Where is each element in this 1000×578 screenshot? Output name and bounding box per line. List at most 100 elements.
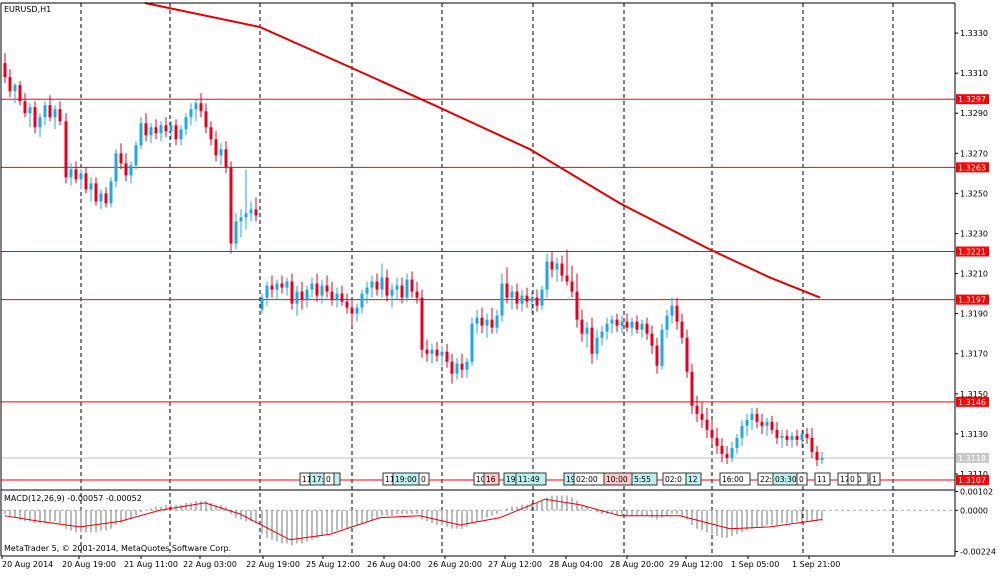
candle-135 bbox=[680, 313, 684, 344]
candle-97 bbox=[490, 307, 494, 334]
candle-body-127 bbox=[640, 323, 644, 330]
candle-body-26 bbox=[134, 145, 138, 166]
candle-body-46 bbox=[234, 221, 238, 244]
candle-body-56 bbox=[285, 281, 289, 288]
candle-body-88 bbox=[445, 351, 449, 362]
candle-154 bbox=[775, 421, 779, 444]
candle-158 bbox=[795, 429, 799, 446]
event-tag-2: 0 bbox=[323, 472, 335, 486]
event-text-0: 11 bbox=[302, 475, 312, 484]
candle-body-20 bbox=[104, 193, 108, 204]
event-box-20 bbox=[814, 472, 831, 486]
candle-5 bbox=[28, 103, 32, 128]
candle-27 bbox=[139, 117, 143, 150]
candle-body-31 bbox=[159, 125, 163, 134]
candle-body-3 bbox=[18, 85, 22, 102]
event-box-13 bbox=[631, 472, 658, 486]
candle-body-129 bbox=[650, 333, 654, 346]
candle-body-110 bbox=[555, 263, 559, 270]
candle-body-141 bbox=[710, 429, 714, 438]
candle-body-109 bbox=[550, 261, 554, 270]
candle-116 bbox=[585, 321, 589, 348]
candle-51 bbox=[260, 293, 264, 314]
event-box-7 bbox=[483, 472, 500, 486]
candle-body-50 bbox=[254, 209, 258, 216]
level-tag-box-1 bbox=[956, 162, 989, 173]
event-text-20: 11 bbox=[817, 475, 827, 484]
candle-body-150 bbox=[755, 413, 759, 422]
price-labels: 1.32971.32631.32211.31971.31461.31071.31… bbox=[956, 94, 989, 485]
event-text-5: 0 bbox=[421, 475, 426, 484]
candle-140 bbox=[705, 407, 709, 438]
candle-43 bbox=[219, 143, 223, 166]
candle-body-161 bbox=[810, 437, 814, 452]
event-text-11: 02:00 bbox=[576, 475, 598, 484]
candle-body-67 bbox=[340, 293, 344, 302]
candle-body-128 bbox=[645, 323, 649, 334]
candle-64 bbox=[325, 275, 329, 298]
candle-body-100 bbox=[505, 283, 509, 298]
candle-body-139 bbox=[700, 413, 704, 420]
event-box-22 bbox=[847, 472, 859, 486]
candle-body-147 bbox=[740, 425, 744, 438]
candle-body-11 bbox=[58, 109, 62, 122]
candle-body-143 bbox=[720, 445, 724, 454]
candle-body-151 bbox=[760, 421, 764, 426]
candle-122 bbox=[615, 313, 619, 332]
candle-65 bbox=[330, 281, 334, 306]
candle-body-94 bbox=[475, 317, 479, 324]
candle-body-21 bbox=[109, 181, 113, 204]
candle-body-36 bbox=[184, 117, 188, 130]
candle-body-152 bbox=[765, 421, 769, 426]
candle-144 bbox=[725, 445, 729, 464]
level-tag-3: 1.3197 bbox=[956, 294, 989, 305]
event-text-13: 5:55 bbox=[634, 475, 651, 484]
candle-14 bbox=[74, 161, 78, 184]
candle-body-105 bbox=[530, 297, 534, 302]
candle-36 bbox=[184, 113, 188, 136]
candle-body-69 bbox=[350, 307, 354, 314]
candle-114 bbox=[575, 273, 579, 328]
candle-4 bbox=[23, 93, 27, 118]
level-tag-box-4 bbox=[956, 396, 989, 407]
candle-body-140 bbox=[705, 419, 709, 430]
candle-body-32 bbox=[164, 125, 168, 132]
candle-body-163 bbox=[820, 457, 824, 460]
candle-29 bbox=[149, 123, 153, 144]
candle-body-142 bbox=[715, 437, 719, 446]
event-text-19: 0 bbox=[799, 475, 804, 484]
candle-body-9 bbox=[48, 105, 52, 118]
candle-body-131 bbox=[660, 329, 664, 366]
candle-23 bbox=[119, 143, 123, 170]
candle-body-77 bbox=[390, 289, 394, 296]
candle-body-144 bbox=[725, 453, 729, 458]
candle-body-90 bbox=[455, 363, 459, 374]
candle-body-158 bbox=[795, 435, 799, 440]
candle-body-81 bbox=[410, 279, 414, 292]
candle-body-79 bbox=[400, 285, 404, 298]
candle-120 bbox=[605, 317, 609, 340]
candle-body-154 bbox=[775, 429, 779, 438]
candle-body-121 bbox=[610, 319, 614, 324]
candle-body-35 bbox=[179, 129, 183, 140]
candle-body-24 bbox=[124, 163, 128, 176]
candle-body-18 bbox=[94, 183, 98, 202]
candle-138 bbox=[695, 395, 699, 422]
candle-body-114 bbox=[575, 291, 579, 320]
candle-67 bbox=[340, 285, 344, 306]
candle-32 bbox=[164, 117, 168, 138]
time-tick-label-9: 28 Aug 04:00 bbox=[549, 560, 603, 569]
candle-body-61 bbox=[310, 283, 314, 290]
macd-signal-line bbox=[4, 498, 823, 541]
event-tag-22: 0 bbox=[847, 472, 859, 486]
candle-body-156 bbox=[785, 435, 789, 440]
candle-body-97 bbox=[490, 319, 494, 328]
candle-body-149 bbox=[750, 413, 754, 420]
vertical-grid bbox=[80, 3, 894, 556]
candle-107 bbox=[540, 285, 544, 310]
candle-31 bbox=[159, 121, 163, 142]
candle-body-65 bbox=[330, 291, 334, 300]
price-tick-label-11: 1.3110 bbox=[960, 470, 988, 479]
event-text-1: 17:30 bbox=[312, 475, 334, 484]
